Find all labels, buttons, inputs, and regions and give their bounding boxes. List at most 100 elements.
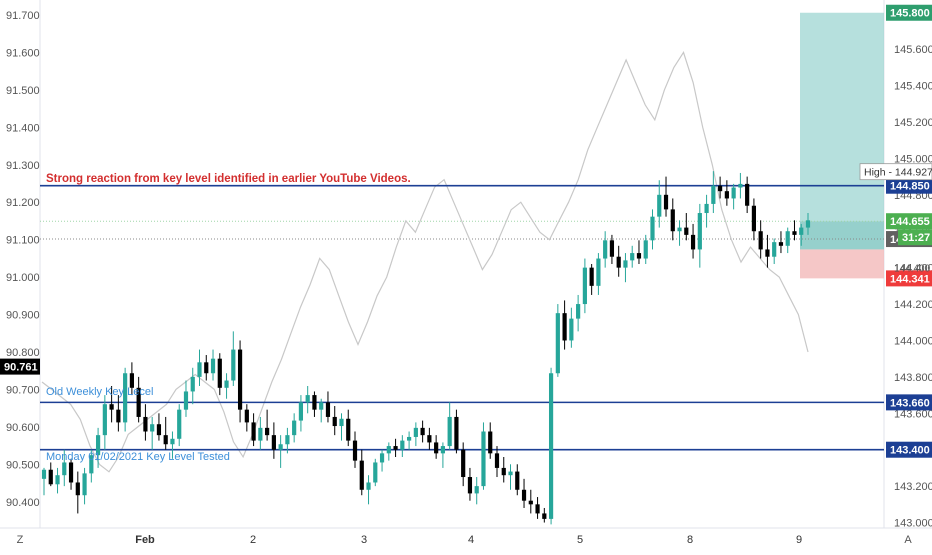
candle-body xyxy=(346,418,351,441)
x-axis-ticks: Feb 2 3 4 5 8 9 xyxy=(135,534,802,546)
stop-zone xyxy=(800,249,884,279)
candle-body xyxy=(596,258,601,286)
candle-body xyxy=(481,431,486,487)
candle-body xyxy=(197,362,202,377)
candle-body xyxy=(258,427,263,441)
left-tick-label: 91.300 xyxy=(6,160,40,172)
candle-body xyxy=(55,475,60,485)
candle-body xyxy=(623,260,628,268)
candle-body xyxy=(603,240,608,259)
candle-body xyxy=(785,231,790,246)
candle-body xyxy=(718,185,723,192)
candle-body xyxy=(177,409,182,439)
candle-body xyxy=(677,227,682,232)
candle-body xyxy=(231,349,236,381)
candle-body xyxy=(156,424,162,436)
candle-body xyxy=(278,444,283,450)
left-tick-label: 90.800 xyxy=(6,347,40,359)
countdown-badge: 31:27 xyxy=(902,232,930,244)
candle-body xyxy=(217,358,222,388)
left-corner-label: Z xyxy=(17,534,24,546)
candle-body xyxy=(265,427,270,436)
target-badge: 145.800 xyxy=(890,8,930,20)
entry-zone xyxy=(800,221,884,250)
left-current-badge-bg xyxy=(0,358,40,375)
candle-body xyxy=(576,304,581,319)
target-badge-bg xyxy=(886,4,932,21)
candle-body xyxy=(521,489,527,501)
right-tick-label: 143.600 xyxy=(894,408,932,420)
candle-body xyxy=(467,477,473,494)
candle-body xyxy=(799,227,804,235)
x-tick-label: 4 xyxy=(468,534,474,546)
candle-body xyxy=(461,449,466,478)
candle-body xyxy=(48,469,53,485)
stop-badge: 144.341 xyxy=(890,273,930,285)
candle-body xyxy=(298,402,304,421)
candle-body xyxy=(116,409,121,423)
candle-body xyxy=(731,187,736,199)
candle-body xyxy=(555,313,560,374)
x-tick-label: 9 xyxy=(796,534,802,546)
left-tick-label: 91.600 xyxy=(6,47,40,59)
candle-body xyxy=(738,183,743,188)
candle-body xyxy=(210,358,216,374)
candle-body xyxy=(183,391,189,410)
candle-body xyxy=(359,460,364,490)
candle-body xyxy=(312,395,317,410)
left-tick-label: 91.000 xyxy=(6,272,40,284)
candle-body xyxy=(704,203,709,214)
candle-body xyxy=(636,253,642,259)
candle-body xyxy=(501,467,506,476)
annotation-reaction: Strong reaction from key level identifie… xyxy=(46,173,411,185)
candle-body xyxy=(420,427,425,436)
high-badge: High - 144.927 xyxy=(864,167,932,179)
right-tick-label: 143.200 xyxy=(894,481,932,493)
candle-body xyxy=(427,435,432,443)
price-badges: 145.800144.850144.655144.557144.341143.6… xyxy=(0,4,932,458)
last-price-badge: 144.655 xyxy=(890,216,930,228)
candle-body xyxy=(657,194,662,217)
x-tick-label: 3 xyxy=(361,534,367,546)
candle-body xyxy=(204,362,209,374)
candle-body xyxy=(684,227,689,235)
candle-body xyxy=(515,471,520,490)
candle-body xyxy=(102,404,107,436)
candle-body xyxy=(454,416,459,450)
candle-body xyxy=(528,500,533,505)
left-tick-label: 90.600 xyxy=(6,422,40,434)
candle-body xyxy=(95,435,101,456)
candle-body xyxy=(508,471,513,476)
candle-body xyxy=(271,435,276,450)
candle-body xyxy=(724,191,729,199)
left-tick-label: 90.500 xyxy=(6,459,40,471)
candle-body xyxy=(41,469,47,479)
candles-layer[interactable] xyxy=(41,171,811,525)
x-tick-label: 5 xyxy=(577,534,583,546)
left-tick-label: 90.900 xyxy=(6,310,40,322)
candle-body xyxy=(170,438,175,445)
left-tick-label: 91.100 xyxy=(6,235,40,247)
left-tick-label: 90.700 xyxy=(6,384,40,396)
x-tick-label: Feb xyxy=(135,534,155,546)
candle-body xyxy=(400,440,405,450)
candle-body xyxy=(650,216,655,241)
candle-body xyxy=(143,416,148,432)
target-zone xyxy=(800,12,884,222)
right-tick-label: 143.000 xyxy=(894,518,932,530)
candle-body xyxy=(548,373,554,519)
candle-body xyxy=(305,395,310,403)
right-tick-label: 144.200 xyxy=(894,299,932,311)
right-tick-label: 145.400 xyxy=(894,81,932,93)
right-tick-label: 143.800 xyxy=(894,372,932,384)
candle-body xyxy=(109,404,114,410)
candle-body xyxy=(339,418,344,427)
key-mid-badge-bg xyxy=(886,394,932,411)
right-tick-label: 145.600 xyxy=(894,44,932,56)
candle-body xyxy=(407,436,412,441)
annotation-old-weekly: Old Weekly Key Lecel xyxy=(46,386,153,398)
annotation-monday: Monday 01/02/2021 Key Level Tested xyxy=(46,451,230,463)
